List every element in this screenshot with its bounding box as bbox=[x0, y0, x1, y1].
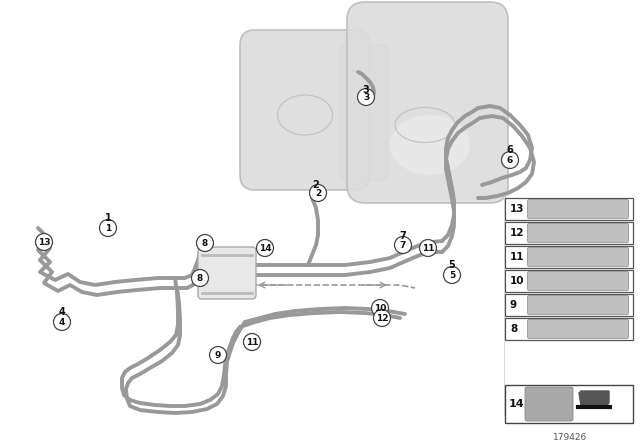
Bar bbox=[505, 270, 633, 292]
Text: 13: 13 bbox=[510, 204, 525, 214]
FancyBboxPatch shape bbox=[340, 45, 388, 180]
Bar bbox=[505, 246, 633, 268]
Text: 6: 6 bbox=[507, 145, 513, 155]
Text: 8: 8 bbox=[197, 273, 203, 283]
Circle shape bbox=[310, 185, 326, 202]
Text: 14: 14 bbox=[259, 244, 271, 253]
Text: 10: 10 bbox=[510, 276, 525, 286]
Bar bbox=[505, 198, 633, 220]
Text: 11: 11 bbox=[246, 337, 259, 346]
Text: 9: 9 bbox=[510, 300, 517, 310]
Text: 12: 12 bbox=[510, 228, 525, 238]
Circle shape bbox=[196, 234, 214, 251]
Circle shape bbox=[394, 237, 412, 254]
Text: 4: 4 bbox=[59, 318, 65, 327]
Bar bbox=[505, 385, 633, 423]
FancyBboxPatch shape bbox=[527, 319, 628, 339]
Text: 11: 11 bbox=[422, 244, 435, 253]
Text: 8: 8 bbox=[202, 238, 208, 247]
Polygon shape bbox=[579, 391, 609, 405]
Text: 5: 5 bbox=[449, 260, 456, 270]
Text: 6: 6 bbox=[507, 155, 513, 164]
Text: 7: 7 bbox=[400, 241, 406, 250]
Text: 14: 14 bbox=[509, 399, 525, 409]
Circle shape bbox=[358, 89, 374, 105]
FancyBboxPatch shape bbox=[527, 199, 628, 219]
Circle shape bbox=[35, 233, 52, 250]
Bar bbox=[505, 222, 633, 244]
Text: 11: 11 bbox=[510, 252, 525, 262]
Text: 1: 1 bbox=[104, 213, 111, 223]
Text: 13: 13 bbox=[38, 237, 51, 246]
Circle shape bbox=[257, 240, 273, 257]
FancyBboxPatch shape bbox=[527, 296, 628, 314]
Text: 2: 2 bbox=[312, 180, 319, 190]
Circle shape bbox=[209, 346, 227, 363]
Bar bbox=[505, 294, 633, 316]
Circle shape bbox=[419, 240, 436, 257]
Circle shape bbox=[243, 333, 260, 350]
Text: 179426: 179426 bbox=[553, 433, 587, 442]
FancyBboxPatch shape bbox=[198, 247, 256, 299]
FancyBboxPatch shape bbox=[527, 247, 628, 267]
Text: 7: 7 bbox=[399, 231, 406, 241]
Text: 9: 9 bbox=[215, 350, 221, 359]
Circle shape bbox=[99, 220, 116, 237]
Text: 1: 1 bbox=[105, 224, 111, 233]
FancyBboxPatch shape bbox=[525, 387, 573, 421]
Text: 10: 10 bbox=[374, 303, 386, 313]
Text: 5: 5 bbox=[449, 271, 455, 280]
FancyBboxPatch shape bbox=[527, 224, 628, 242]
Circle shape bbox=[191, 270, 209, 287]
FancyBboxPatch shape bbox=[347, 2, 508, 203]
Bar bbox=[505, 318, 633, 340]
FancyBboxPatch shape bbox=[527, 271, 628, 290]
Text: 3: 3 bbox=[363, 85, 369, 95]
Circle shape bbox=[374, 310, 390, 327]
Circle shape bbox=[371, 300, 388, 316]
Circle shape bbox=[444, 267, 461, 284]
FancyBboxPatch shape bbox=[240, 30, 370, 190]
Circle shape bbox=[502, 151, 518, 168]
Ellipse shape bbox=[390, 115, 470, 175]
Text: 8: 8 bbox=[510, 324, 517, 334]
Text: 2: 2 bbox=[315, 189, 321, 198]
Circle shape bbox=[54, 314, 70, 331]
Text: 12: 12 bbox=[376, 314, 388, 323]
Text: 4: 4 bbox=[59, 307, 65, 317]
Text: 3: 3 bbox=[363, 92, 369, 102]
